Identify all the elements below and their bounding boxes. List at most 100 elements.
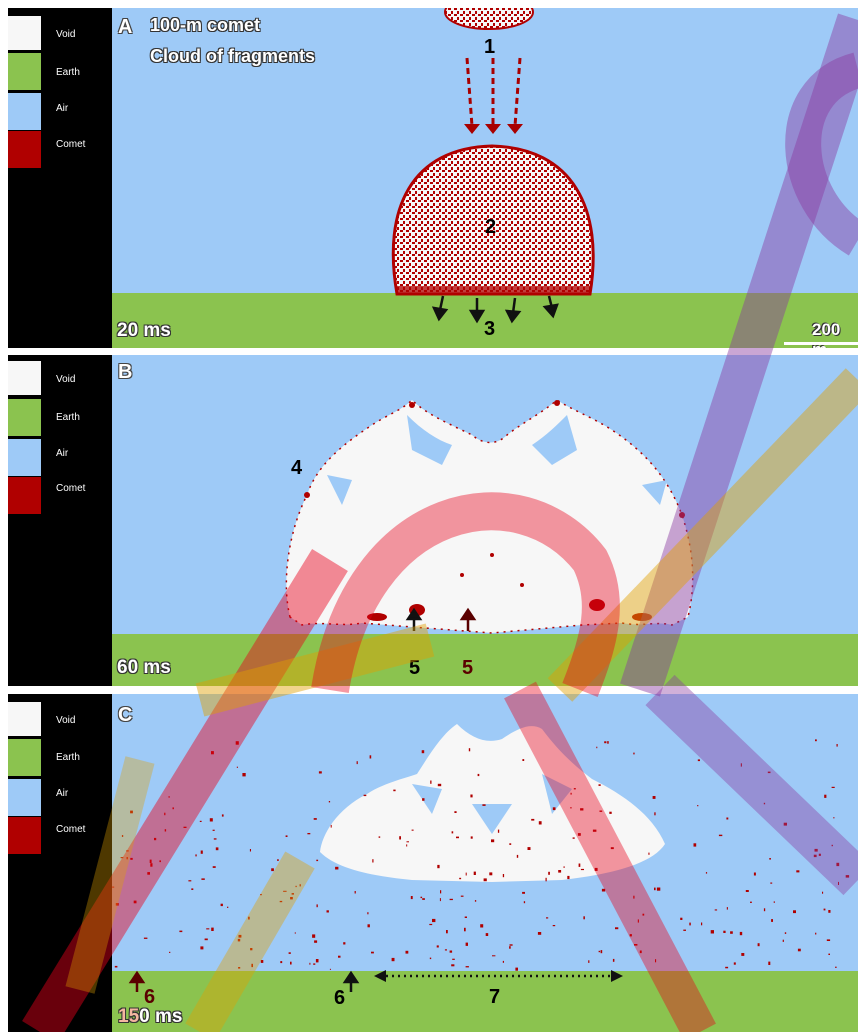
debris-particle [211,927,214,931]
earth-layer-a [112,293,858,348]
debris-particle [238,934,242,938]
legend-swatch-comet [8,131,41,168]
debris-particle [656,887,661,891]
legend-label-comet: Comet [56,483,86,494]
debris-particle [200,946,204,950]
debris-particle [570,807,572,809]
debris-particle [126,850,129,852]
earth-layer-b [112,634,858,686]
debris-particle [509,946,511,949]
debris-particle [444,949,447,951]
debris-particle [763,908,766,912]
debris-particle [405,950,409,954]
debris-particle [452,958,455,960]
debris-particle [831,786,835,788]
debris-particle [367,924,370,928]
debris-particle [201,878,205,880]
legend-swatch-void [8,702,41,736]
legend-swatch-air [8,93,41,130]
scene-c: 6 6 7 C 150 ms [112,694,858,1032]
debris-particle [739,931,743,936]
debris-particle [420,896,423,899]
debris-particle [335,866,339,870]
debris-particle [767,771,771,774]
debris-particle [220,903,223,907]
debris-particle [697,805,699,807]
debris-particle [680,917,683,920]
debris-particle [578,863,581,867]
marker-7: 7 [489,986,501,1008]
debris-particle [439,898,441,902]
panel-c-time: 150 ms [118,1006,182,1028]
debris-particle [290,961,292,965]
debris-particle [393,789,396,792]
debris-particle [454,811,457,813]
debris-particle [354,891,356,894]
debris-particle [295,885,297,888]
debris-particle [757,943,760,947]
panel-c: Void Earth Air Comet 6 6 [8,694,858,1032]
panel-a: Void Earth Air Comet [8,8,858,348]
debris-particle [784,932,787,934]
earth-layer-c [112,971,858,1032]
debris-particle [615,927,619,930]
debris-particle [290,897,293,900]
debris-particle [391,957,395,962]
debris-particle [639,950,642,954]
debris-particle [168,796,170,798]
marker-5a: 5 [409,657,421,679]
debris-particle [833,817,835,819]
debris-particle [399,836,401,840]
debris-particle [515,967,518,971]
comet-debris [112,739,850,971]
debris-particle [149,859,152,863]
debris-particle [485,933,489,936]
debris-particle [378,836,381,838]
panel-b: Void Earth Air Comet [8,355,858,686]
debris-particle [470,836,473,839]
debris-particle [421,750,425,754]
debris-particle [770,882,773,884]
debris-particle [150,863,153,867]
debris-particle [797,948,801,952]
debris-particle [465,966,469,968]
debris-particle [440,890,442,894]
debris-particle [845,875,850,878]
debris-particle [130,810,133,814]
debris-particle [437,864,440,869]
debris-particle [730,931,733,934]
debris-particle [689,922,691,926]
scale-label: 200 m [812,320,841,348]
debris-particle [316,904,318,908]
debris-particle [313,963,316,965]
debris-particle [464,927,466,932]
debris-particle [470,794,473,798]
debris-particle [831,844,833,847]
debris-particle [815,932,817,935]
debris-particle [249,849,251,852]
debris-particle [235,741,239,745]
debris-particle [143,937,148,939]
debris-particle [372,859,374,863]
debris-particle [126,857,128,860]
debris-particle [580,868,584,871]
debris-particle [733,962,736,965]
legend-swatch-air [8,439,41,476]
debris-particle [328,801,331,803]
debris-particle [492,955,496,957]
debris-particle [637,919,639,923]
debris-particle [612,958,615,962]
debris-particle [537,932,542,935]
debris-particle [250,948,253,951]
debris-particle [179,930,183,933]
debris-particle [527,847,531,850]
debris-particle [693,843,697,847]
debris-particle [594,867,598,871]
debris-particle [588,960,590,963]
debris-particle [191,888,194,890]
debris-particle [577,833,581,836]
debris-particle [725,966,729,969]
debris-particle [482,804,486,806]
debris-particle [288,952,291,954]
debris-particle [112,886,115,888]
